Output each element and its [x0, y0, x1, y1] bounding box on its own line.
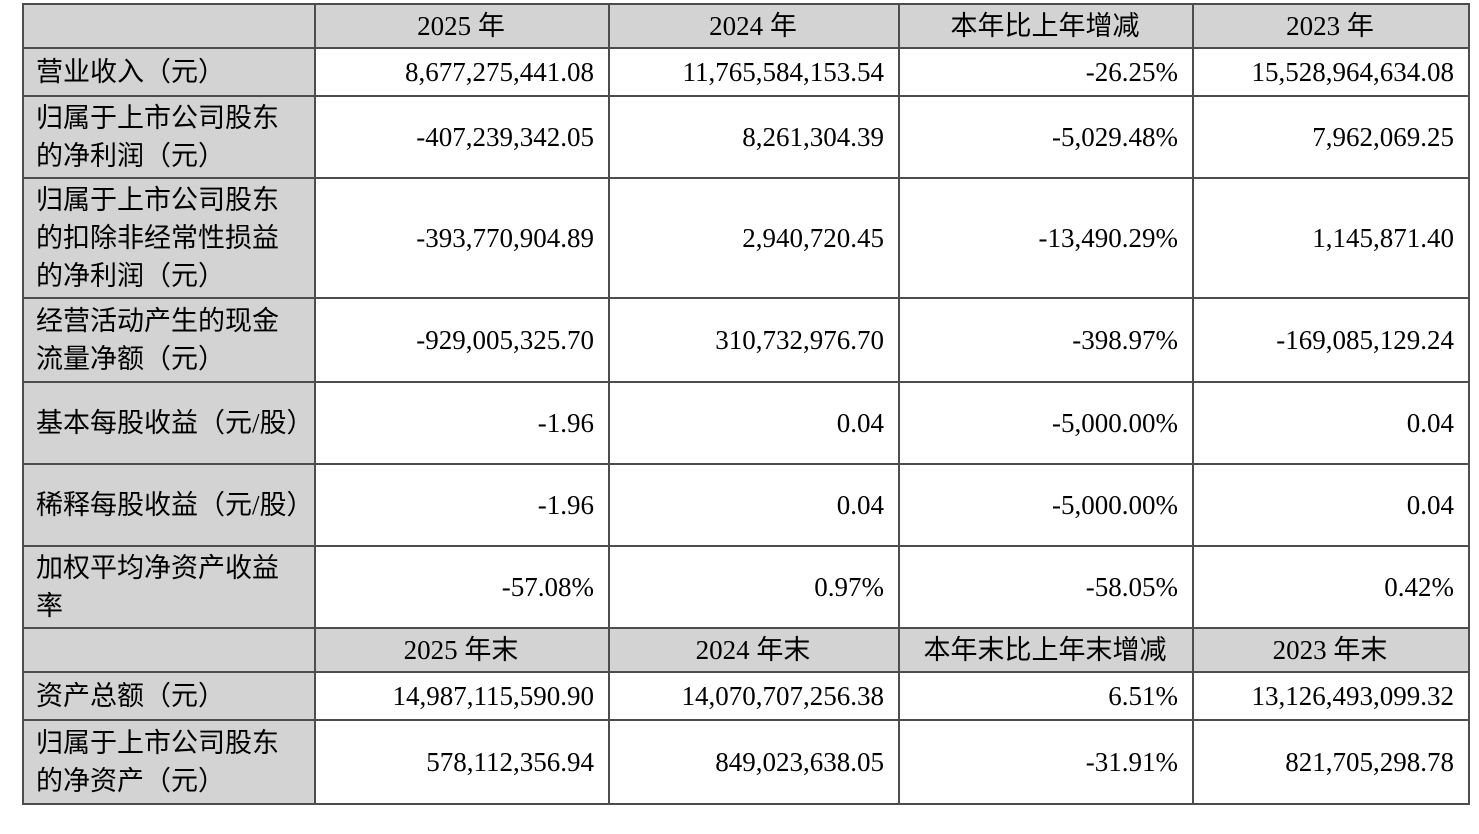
value-cell-change: -31.91% — [898, 719, 1194, 805]
row-label-cell: 归属于上市公司股东的净利润（元） — [22, 95, 316, 179]
value-cell-2024: 849,023,638.05 — [608, 719, 900, 805]
value-cell-2025: 578,112,356.94 — [314, 719, 610, 805]
value-cell-2023: 15,528,964,634.08 — [1192, 47, 1470, 97]
header-cell-blank — [22, 627, 316, 673]
header-row-annual: 2025 年 2024 年 本年比上年增减 2023 年 — [22, 3, 1470, 49]
header-cell-yoy-change: 本年比上年增减 — [898, 3, 1194, 49]
value-cell-2024: 2,940,720.45 — [608, 177, 900, 299]
row-label-cell: 经营活动产生的现金流量净额（元） — [22, 297, 316, 383]
value-cell-2025: -1.96 — [314, 381, 610, 465]
value-cell-2024: 0.04 — [608, 381, 900, 465]
value-cell-2023: 0.42% — [1192, 545, 1470, 629]
value-cell-2023: 7,962,069.25 — [1192, 95, 1470, 179]
header-cell-year-end-change: 本年末比上年末增减 — [898, 627, 1194, 673]
row-operating-revenue: 营业收入（元） 8,677,275,441.08 11,765,584,153.… — [22, 47, 1470, 97]
header-row-year-end: 2025 年末 2024 年末 本年末比上年末增减 2023 年末 — [22, 627, 1470, 673]
value-cell-2024: 0.97% — [608, 545, 900, 629]
row-basic-eps: 基本每股收益（元/股） -1.96 0.04 -5,000.00% 0.04 — [22, 381, 1470, 465]
value-cell-2025: 14,987,115,590.90 — [314, 671, 610, 721]
value-cell-2025: -57.08% — [314, 545, 610, 629]
row-weighted-avg-roe: 加权平均净资产收益率 -57.08% 0.97% -58.05% 0.42% — [22, 545, 1470, 629]
row-total-assets: 资产总额（元） 14,987,115,590.90 14,070,707,256… — [22, 671, 1470, 721]
value-cell-change: -13,490.29% — [898, 177, 1194, 299]
value-cell-2025: 8,677,275,441.08 — [314, 47, 610, 97]
header-cell-2024-end: 2024 年末 — [608, 627, 900, 673]
value-cell-2023: 1,145,871.40 — [1192, 177, 1470, 299]
value-cell-2025: -1.96 — [314, 463, 610, 547]
value-cell-2024: 310,732,976.70 — [608, 297, 900, 383]
value-cell-2024: 14,070,707,256.38 — [608, 671, 900, 721]
header-cell-2023-end: 2023 年末 — [1192, 627, 1470, 673]
value-cell-2025: -407,239,342.05 — [314, 95, 610, 179]
value-cell-2024: 8,261,304.39 — [608, 95, 900, 179]
row-label-cell: 基本每股收益（元/股） — [22, 381, 316, 465]
row-operating-cash-flow: 经营活动产生的现金流量净额（元） -929,005,325.70 310,732… — [22, 297, 1470, 383]
value-cell-2023: 821,705,298.78 — [1192, 719, 1470, 805]
value-cell-2024: 0.04 — [608, 463, 900, 547]
header-cell-2025-end: 2025 年末 — [314, 627, 610, 673]
row-net-profit-attributable: 归属于上市公司股东的净利润（元） -407,239,342.05 8,261,3… — [22, 95, 1470, 179]
value-cell-2023: 0.04 — [1192, 381, 1470, 465]
value-cell-change: -5,000.00% — [898, 463, 1194, 547]
value-cell-change: 6.51% — [898, 671, 1194, 721]
value-cell-change: -26.25% — [898, 47, 1194, 97]
row-label-cell: 稀释每股收益（元/股） — [22, 463, 316, 547]
row-diluted-eps: 稀释每股收益（元/股） -1.96 0.04 -5,000.00% 0.04 — [22, 463, 1470, 547]
row-label-cell: 加权平均净资产收益率 — [22, 545, 316, 629]
financial-summary-table: 2025 年 2024 年 本年比上年增减 2023 年 营业收入（元） 8,6… — [22, 3, 1470, 805]
header-cell-2024: 2024 年 — [608, 3, 900, 49]
row-label-cell: 资产总额（元） — [22, 671, 316, 721]
document-page: { "colors": { "shaded_cell_bg": "#d3d3d3… — [0, 3, 1479, 834]
value-cell-change: -398.97% — [898, 297, 1194, 383]
row-net-profit-excl-nonrecurring: 归属于上市公司股东的扣除非经常性损益的净利润（元） -393,770,904.8… — [22, 177, 1470, 299]
header-cell-2025: 2025 年 — [314, 3, 610, 49]
row-label-cell: 归属于上市公司股东的扣除非经常性损益的净利润（元） — [22, 177, 316, 299]
value-cell-2024: 11,765,584,153.54 — [608, 47, 900, 97]
header-cell-blank — [22, 3, 316, 49]
header-cell-2023: 2023 年 — [1192, 3, 1470, 49]
value-cell-2023: 13,126,493,099.32 — [1192, 671, 1470, 721]
row-label-cell: 营业收入（元） — [22, 47, 316, 97]
value-cell-2023: 0.04 — [1192, 463, 1470, 547]
value-cell-change: -58.05% — [898, 545, 1194, 629]
row-label-cell: 归属于上市公司股东的净资产（元） — [22, 719, 316, 805]
value-cell-2023: -169,085,129.24 — [1192, 297, 1470, 383]
value-cell-change: -5,029.48% — [898, 95, 1194, 179]
value-cell-change: -5,000.00% — [898, 381, 1194, 465]
value-cell-2025: -929,005,325.70 — [314, 297, 610, 383]
row-net-assets-attributable: 归属于上市公司股东的净资产（元） 578,112,356.94 849,023,… — [22, 719, 1470, 805]
value-cell-2025: -393,770,904.89 — [314, 177, 610, 299]
